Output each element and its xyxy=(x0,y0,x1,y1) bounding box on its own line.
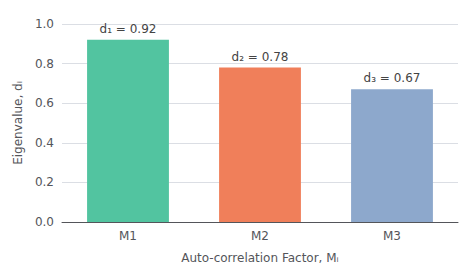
svg-text:d₂ = 0.78: d₂ = 0.78 xyxy=(232,50,289,64)
svg-text:Eigenvalue, dᵢ: Eigenvalue, dᵢ xyxy=(11,81,25,165)
svg-text:Auto-correlation Factor, Mᵢ: Auto-correlation Factor, Mᵢ xyxy=(181,251,338,265)
svg-text:1.0: 1.0 xyxy=(35,17,54,31)
svg-text:0.4: 0.4 xyxy=(35,136,54,150)
svg-text:d₁ = 0.92: d₁ = 0.92 xyxy=(100,22,157,36)
svg-text:0.0: 0.0 xyxy=(35,215,54,229)
svg-text:M2: M2 xyxy=(251,229,269,243)
svg-text:0.2: 0.2 xyxy=(35,175,54,189)
svg-text:M1: M1 xyxy=(119,229,137,243)
svg-text:M3: M3 xyxy=(383,229,401,243)
svg-text:0.8: 0.8 xyxy=(35,57,54,71)
svg-text:0.6: 0.6 xyxy=(35,96,54,110)
svg-text:d₃ = 0.67: d₃ = 0.67 xyxy=(364,71,421,85)
